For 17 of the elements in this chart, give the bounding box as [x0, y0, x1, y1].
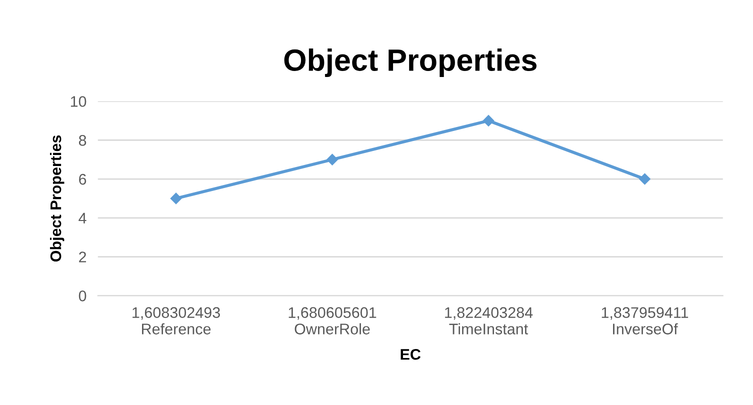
- point: [326, 154, 338, 166]
- x-tick-label: 1,680605601 OwnerRole: [288, 307, 376, 334]
- y-tick-label: 0: [78, 290, 86, 302]
- point: [639, 173, 650, 185]
- point: [170, 192, 182, 204]
- x-tick-label: 1,837959411 InverseOf: [602, 307, 688, 334]
- x-axis-title: EC: [400, 348, 421, 360]
- y-tick-label: 10: [70, 96, 86, 107]
- y-tick-label: 2: [79, 252, 86, 262]
- x-tick-label: 1,822403284 TimeInstant: [445, 307, 533, 334]
- y-tick-label: 6: [79, 174, 86, 185]
- chart-title: Object Properties: [284, 48, 536, 78]
- y-tick-label: 4: [78, 212, 86, 224]
- x-tick-label: 1,608302493 Reference: [132, 307, 220, 334]
- point: [482, 115, 494, 126]
- y-axis-title: Object Properties: [50, 135, 64, 262]
- y-tick-label: 8: [78, 135, 86, 146]
